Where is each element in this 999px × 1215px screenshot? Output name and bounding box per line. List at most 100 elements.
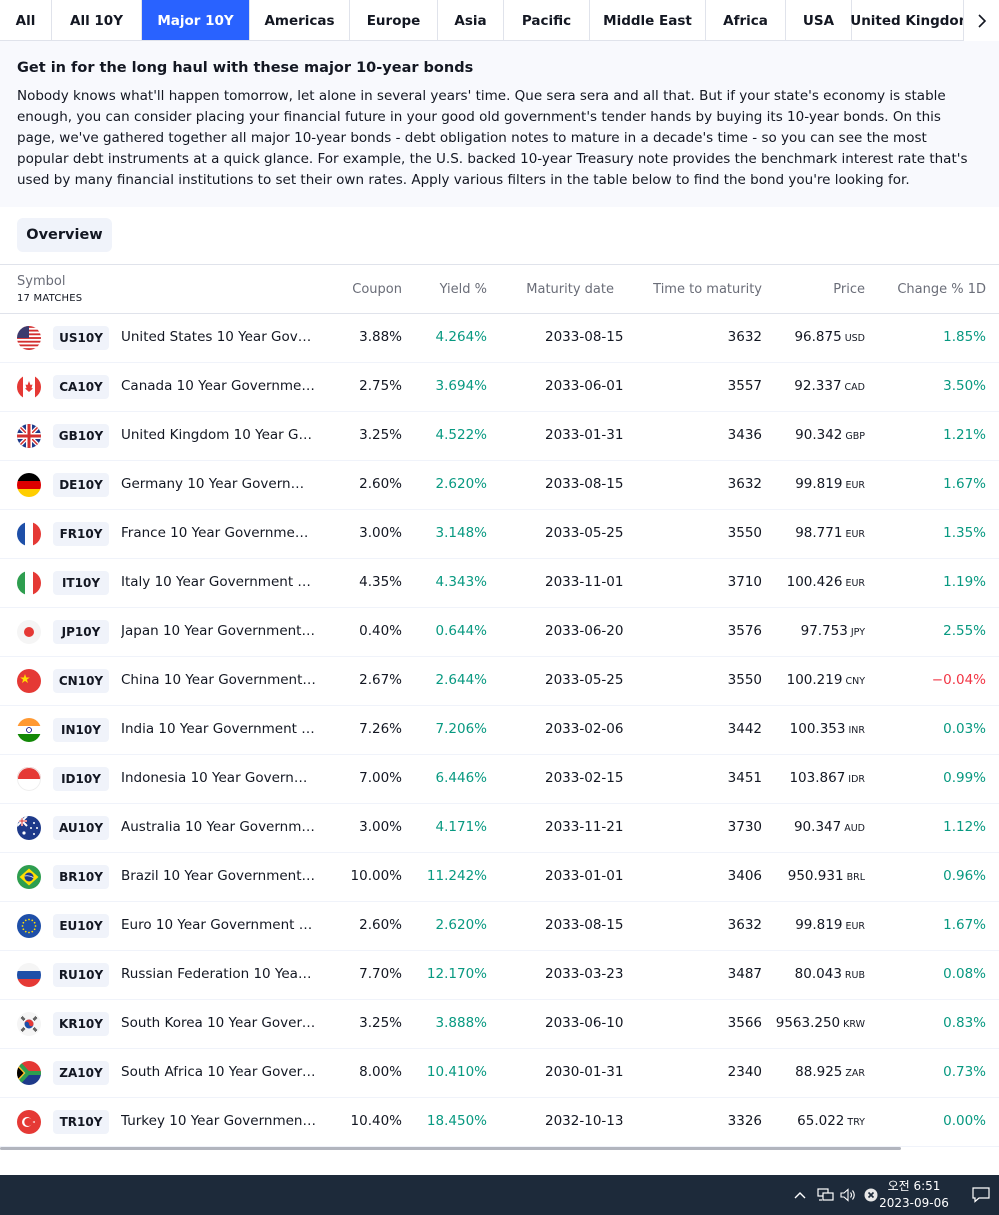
ticker-badge[interactable]: CA10Y — [53, 375, 109, 399]
change-value: 0.73% — [943, 1064, 986, 1080]
maturity-date-value: 2033-05-25 — [545, 672, 624, 688]
bond-name[interactable]: South Africa 10 Year Government Bond — [121, 1064, 316, 1080]
bond-name[interactable]: France 10 Year Government Bond — [121, 525, 316, 541]
ticker-badge[interactable]: US10Y — [53, 326, 109, 350]
cn-flag-icon — [17, 669, 41, 693]
column-time-to-maturity[interactable]: Time to maturity — [653, 282, 762, 297]
tab-pacific[interactable]: Pacific — [504, 0, 590, 40]
table-row[interactable]: GB10Y United Kingdom 10 Year Government B… — [0, 412, 999, 461]
ticker-badge[interactable]: ID10Y — [53, 767, 109, 791]
table-row[interactable]: CA10Y Canada 10 Year Government Bond 2.75%… — [0, 363, 999, 412]
tab-americas[interactable]: Americas — [250, 0, 350, 40]
ticker-badge[interactable]: ZA10Y — [53, 1061, 109, 1085]
bond-name[interactable]: Germany 10 Year Government Bond — [121, 476, 316, 492]
table-row[interactable]: IN10Y India 10 Year Government Bond 7.26% 7… — [0, 706, 999, 755]
bond-name[interactable]: United Kingdom 10 Year Government Bond — [121, 427, 316, 443]
table-row[interactable]: ID10Y Indonesia 10 Year Government Bond 7.… — [0, 755, 999, 804]
coupon-value: 10.40% — [350, 1113, 402, 1129]
ticker-badge[interactable]: RU10Y — [53, 963, 109, 987]
bond-name[interactable]: Turkey 10 Year Government Bond — [121, 1113, 316, 1129]
column-maturity-date[interactable]: Maturity date — [526, 282, 614, 297]
column-price[interactable]: Price — [833, 282, 865, 297]
price-cell: 90.347 AUD — [794, 819, 865, 835]
ticker-badge[interactable]: KR10Y — [53, 1012, 109, 1036]
price-value: 9563.250 — [775, 1015, 841, 1031]
ticker-badge[interactable]: FR10Y — [53, 522, 109, 546]
ticker-badge[interactable]: TR10Y — [53, 1110, 109, 1134]
table-row[interactable]: FR10Y France 10 Year Government Bond 3.00%… — [0, 510, 999, 559]
time-to-maturity-value: 3406 — [727, 868, 762, 884]
table-row[interactable]: TR10Y Turkey 10 Year Government Bond 10.40… — [0, 1098, 999, 1147]
yield-value: 4.343% — [435, 574, 487, 590]
ticker-badge[interactable]: CN10Y — [53, 669, 109, 693]
table-row[interactable]: US10Y United States 10 Year Government Bo… — [0, 314, 999, 363]
maturity-date-value: 2033-05-25 — [545, 525, 624, 541]
coupon-value: 2.67% — [359, 672, 402, 688]
tab-major-10y[interactable]: Major 10Y — [142, 0, 250, 40]
ticker-badge[interactable]: GB10Y — [53, 424, 109, 448]
column-change-1d[interactable]: Change % 1D — [897, 282, 986, 297]
bond-name[interactable]: Brazil 10 Year Government Bond — [121, 868, 316, 884]
column-symbol[interactable]: Symbol — [17, 274, 66, 289]
bond-name[interactable]: Indonesia 10 Year Government Bond — [121, 770, 316, 786]
clock-time: 오전 6:51 — [887, 1179, 941, 1193]
chevron-up-icon[interactable] — [791, 1175, 809, 1215]
table-row[interactable]: JP10Y Japan 10 Year Government Bond 0.40% 0… — [0, 608, 999, 657]
coupon-value: 0.40% — [359, 623, 402, 639]
ticker-badge[interactable]: BR10Y — [53, 865, 109, 889]
it-flag-icon — [17, 571, 41, 595]
table-row[interactable]: CN10Y China 10 Year Government Bond 2.67% 2… — [0, 657, 999, 706]
tab-asia[interactable]: Asia — [438, 0, 504, 40]
ticker-badge[interactable]: JP10Y — [53, 620, 109, 644]
tab-africa[interactable]: Africa — [706, 0, 786, 40]
table-row[interactable]: AU10Y Australia 10 Year Government Bond 3.… — [0, 804, 999, 853]
ticker-badge[interactable]: AU10Y — [53, 816, 109, 840]
tab-all[interactable]: All — [0, 0, 52, 40]
bond-name[interactable]: Russian Federation 10 Year Government Bo… — [121, 966, 316, 982]
bond-name[interactable]: Euro 10 Year Government Bond — [121, 917, 316, 933]
bond-name[interactable]: Australia 10 Year Government Bond — [121, 819, 316, 835]
bond-name[interactable]: India 10 Year Government Bond — [121, 721, 316, 737]
in-flag-icon — [17, 718, 41, 742]
tabs-next-button[interactable] — [963, 0, 999, 41]
yield-value: 4.264% — [435, 329, 487, 345]
bond-name[interactable]: United States 10 Year Government Bond — [121, 329, 316, 345]
horizontal-scrollbar[interactable] — [0, 1147, 901, 1150]
overview-button[interactable]: Overview — [17, 218, 112, 252]
time-to-maturity-value: 3436 — [727, 427, 762, 443]
bond-name[interactable]: Japan 10 Year Government Bond — [121, 623, 316, 639]
ticker-badge[interactable]: IT10Y — [53, 571, 109, 595]
change-value: 1.19% — [943, 574, 986, 590]
taskbar-clock[interactable]: 오전 6:51 2023-09-06 — [874, 1178, 954, 1212]
tab-usa[interactable]: USA — [786, 0, 852, 40]
tab-europe[interactable]: Europe — [350, 0, 438, 40]
table-row[interactable]: BR10Y Brazil 10 Year Government Bond 10.00… — [0, 853, 999, 902]
column-coupon[interactable]: Coupon — [352, 282, 402, 297]
price-cell: 100.219 CNY — [787, 672, 865, 688]
ticker-badge[interactable]: EU10Y — [53, 914, 109, 938]
ticker-badge[interactable]: IN10Y — [53, 718, 109, 742]
bond-name[interactable]: China 10 Year Government Bond — [121, 672, 316, 688]
table-row[interactable]: IT10Y Italy 10 Year Government Bond 4.35% 4… — [0, 559, 999, 608]
table-row[interactable]: ZA10Y South Africa 10 Year Government Bon… — [0, 1049, 999, 1098]
network-icon[interactable] — [815, 1175, 835, 1215]
tab-united-kingdom[interactable]: United Kingdom — [850, 0, 973, 40]
table-row[interactable]: KR10Y South Korea 10 Year Government Bond… — [0, 1000, 999, 1049]
bond-name[interactable]: South Korea 10 Year Government Bond — [121, 1015, 316, 1031]
ticker-badge[interactable]: DE10Y — [53, 473, 109, 497]
volume-icon[interactable] — [838, 1175, 858, 1215]
maturity-date-value: 2033-02-06 — [545, 721, 624, 737]
column-yield[interactable]: Yield % — [439, 282, 487, 297]
tab-all-10y[interactable]: All 10Y — [52, 0, 142, 40]
notification-icon[interactable] — [970, 1175, 992, 1215]
maturity-date-value: 2032-10-13 — [545, 1113, 624, 1129]
bond-name[interactable]: Italy 10 Year Government Bond — [121, 574, 316, 590]
price-cell: 90.342 GBP — [795, 427, 865, 443]
table-row[interactable]: DE10Y Germany 10 Year Government Bond 2.60… — [0, 461, 999, 510]
table-row[interactable]: EU10Y Euro 10 Year Government Bond 2.60% 2.… — [0, 902, 999, 951]
tab-middle-east[interactable]: Middle East — [590, 0, 706, 40]
bond-name[interactable]: Canada 10 Year Government Bond — [121, 378, 316, 394]
table-row[interactable]: RU10Y Russian Federation 10 Year Governme… — [0, 951, 999, 1000]
change-value: 0.00% — [943, 1113, 986, 1129]
mute-badge-icon[interactable] — [862, 1175, 880, 1215]
